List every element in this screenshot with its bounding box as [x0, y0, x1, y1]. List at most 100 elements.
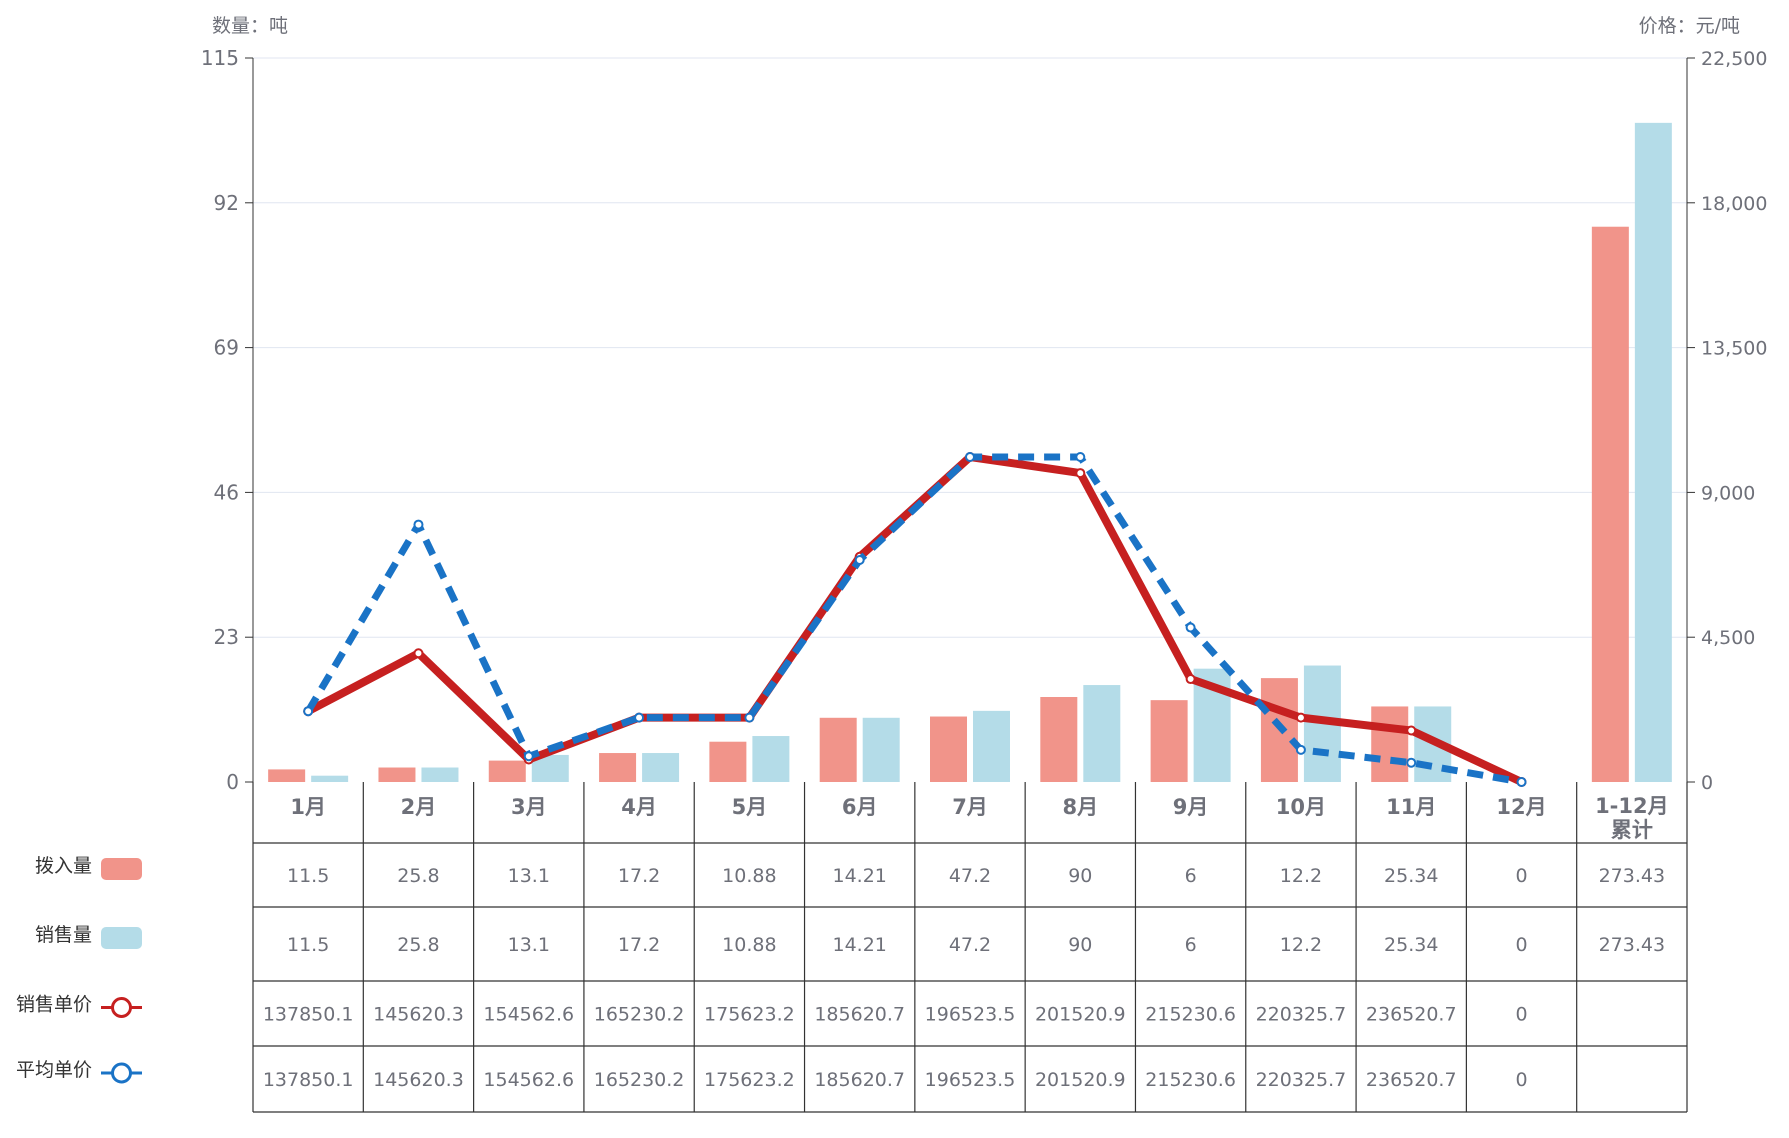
- bar: [421, 767, 459, 782]
- line-point: [1406, 725, 1417, 736]
- lines: [303, 452, 1527, 787]
- category-label: 12月: [1496, 795, 1546, 819]
- table-cell: 185620.7: [814, 1069, 905, 1091]
- legend-swatch-marker: [111, 1062, 132, 1084]
- table-cell: 154562.6: [483, 1069, 574, 1091]
- table-cell: 165230.2: [594, 1004, 685, 1026]
- right-tick-label: 0: [1701, 772, 1713, 794]
- table-cell: 0: [1515, 1004, 1527, 1026]
- right-tick-label: 18,000: [1701, 193, 1767, 215]
- line-point: [1406, 757, 1417, 768]
- grid-lines: [253, 57, 1687, 638]
- right-tick-label: 22,500: [1701, 48, 1767, 70]
- line-point: [1075, 452, 1086, 463]
- legend-label: 平均单价: [16, 1059, 92, 1081]
- left-tick-label: 46: [214, 480, 239, 504]
- category-label: 7月: [952, 795, 988, 819]
- table-cell: 137850.1: [263, 1004, 354, 1026]
- table-cell: 0: [1515, 934, 1527, 956]
- table-cell: 13.1: [508, 934, 550, 956]
- table-cell: 201520.9: [1035, 1069, 1126, 1091]
- table-cell: 175623.2: [704, 1069, 795, 1091]
- category-label: 9月: [1173, 795, 1209, 819]
- line-point: [965, 452, 975, 463]
- line-point: [1185, 622, 1196, 633]
- line-point: [744, 712, 755, 723]
- legend-swatch: [101, 858, 142, 880]
- legend-swatch-marker: [111, 997, 132, 1018]
- bar: [930, 716, 967, 782]
- table-cell: 273.43: [1599, 934, 1665, 956]
- series-line: [305, 453, 1523, 786]
- bar: [973, 710, 1010, 782]
- bar: [599, 753, 637, 782]
- category-label: 1月: [290, 795, 326, 819]
- right-tick-label: 9,000: [1701, 482, 1755, 504]
- left-tick-label: 23: [214, 625, 239, 649]
- right-tick-label: 4,500: [1701, 627, 1755, 649]
- legend-swatch: [101, 927, 142, 949]
- left-tick-label: 0: [226, 770, 239, 794]
- table-cell: 11.5: [287, 934, 329, 956]
- bar: [1083, 685, 1121, 782]
- line-point: [1516, 777, 1527, 787]
- bar: [1150, 700, 1188, 782]
- table-cell: 215230.6: [1145, 1069, 1236, 1091]
- bars: [268, 122, 1672, 782]
- category-label: 5月: [732, 795, 768, 819]
- table-cell: 14.21: [832, 865, 886, 887]
- table-cell: 145620.3: [373, 1069, 464, 1091]
- table-cell: 6: [1185, 934, 1197, 956]
- table-cell: 236520.7: [1366, 1004, 1457, 1026]
- table-cell: 17.2: [618, 934, 660, 956]
- table-cell: 185620.7: [814, 1004, 905, 1026]
- bar: [311, 775, 349, 782]
- table-cell: 220325.7: [1256, 1004, 1347, 1026]
- bar: [1634, 122, 1672, 782]
- table-cell: 196523.5: [925, 1069, 1016, 1091]
- table-cell: 25.8: [397, 934, 439, 956]
- table-cell: 273.43: [1599, 865, 1665, 887]
- category-label: 8月: [1062, 795, 1098, 819]
- bar: [1371, 706, 1409, 782]
- legend-label: 销售单价: [16, 994, 92, 1016]
- axes: 0 0 23 4,500 46 9,000 69 13,500 92 18,000 115 22,50…: [201, 46, 1768, 794]
- table-cell: 90: [1068, 865, 1092, 887]
- left-tick-label: 115: [201, 46, 239, 70]
- table-cell: 137850.1: [263, 1069, 354, 1091]
- line-point: [303, 706, 314, 717]
- table-cell: 201520.9: [1035, 1004, 1126, 1026]
- line-point: [1075, 468, 1086, 479]
- legend-label: 销售量: [35, 924, 92, 946]
- table-cell: 12.2: [1280, 865, 1322, 887]
- table-cell: 12.2: [1280, 934, 1322, 956]
- table-cell: 154562.6: [483, 1004, 574, 1026]
- right-tick-label: 13,500: [1701, 338, 1767, 360]
- left-tick-label: 92: [214, 191, 239, 215]
- table-cell: 14.21: [832, 934, 886, 956]
- bar: [642, 753, 680, 782]
- table-cell: 165230.2: [594, 1069, 685, 1091]
- category-label: 10月: [1276, 795, 1326, 819]
- table-cell: 0: [1515, 1069, 1527, 1091]
- line-point: [1295, 712, 1306, 723]
- table-cell: 25.8: [397, 865, 439, 887]
- legend-label: 拨入量: [35, 855, 92, 877]
- bar: [862, 717, 900, 782]
- bar: [709, 741, 747, 782]
- category-label: 4月: [621, 795, 657, 819]
- table-cell: 196523.5: [925, 1004, 1016, 1026]
- line-point: [634, 712, 645, 723]
- line-point: [413, 648, 424, 659]
- line-point: [854, 554, 865, 565]
- line-point: [523, 751, 534, 762]
- left-tick-label: 69: [214, 336, 239, 360]
- table-cell: 47.2: [949, 865, 991, 887]
- right-axis-label: 价格：元/吨: [1639, 15, 1740, 37]
- bar: [378, 767, 416, 782]
- table-cell: 10.88: [722, 934, 776, 956]
- bar: [819, 717, 857, 782]
